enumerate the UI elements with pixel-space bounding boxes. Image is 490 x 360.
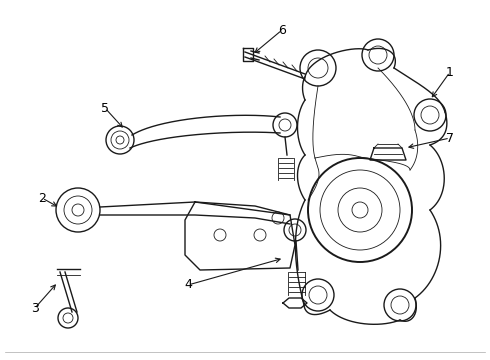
- Text: 2: 2: [38, 192, 46, 204]
- Text: 7: 7: [446, 131, 454, 144]
- Text: 1: 1: [446, 66, 454, 78]
- Text: 4: 4: [184, 279, 192, 292]
- Text: 6: 6: [278, 23, 286, 36]
- Text: 5: 5: [101, 102, 109, 114]
- Text: 3: 3: [31, 302, 39, 315]
